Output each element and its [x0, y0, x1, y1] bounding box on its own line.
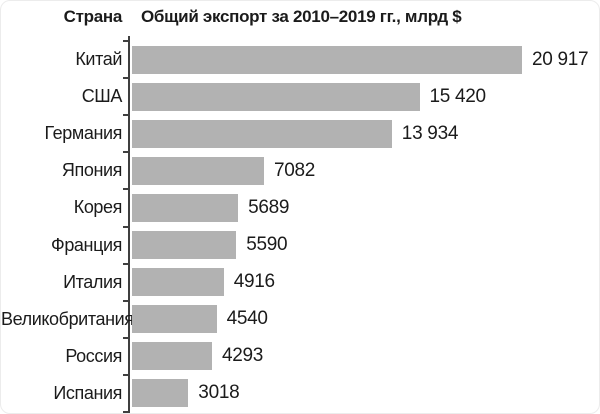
axis-tick	[123, 40, 128, 42]
axis-tick	[123, 225, 128, 228]
axis-tick	[123, 262, 128, 265]
axis-tick	[123, 411, 128, 413]
bar	[132, 305, 217, 334]
bar	[132, 231, 237, 260]
category-label: США	[81, 86, 123, 107]
value-label: 5590	[246, 234, 288, 256]
bar-row: Китай 20 917	[1, 41, 599, 78]
axis-tick	[123, 373, 128, 376]
axis-tick	[123, 299, 128, 302]
value-label: 20 917	[532, 48, 589, 70]
bar-zone: 20 917	[132, 41, 599, 78]
bar-row: Корея 5689	[1, 189, 599, 226]
bar-row: Франция 5590	[1, 226, 599, 263]
bar-zone: 3018	[132, 375, 599, 412]
bar-row: Германия 13 934	[1, 115, 599, 152]
axis-tick	[123, 188, 128, 191]
axis-tick	[123, 336, 128, 339]
category-label: Китай	[75, 49, 122, 70]
bar-row: Япония 7082	[1, 152, 599, 189]
bar-zone: 15 420	[132, 78, 599, 115]
chart-rows: Китай 20 917 США 15 420 Германия 13 934 …	[1, 41, 599, 412]
bar-zone: 5689	[132, 189, 599, 226]
category-label: Япония	[61, 160, 123, 181]
axis-tick	[123, 114, 128, 117]
bar-row: Россия 4293	[1, 338, 599, 375]
axis-tick	[123, 77, 128, 80]
category-label: Великобритания	[1, 308, 134, 329]
bar	[132, 268, 224, 297]
y-axis-title: Страна	[63, 7, 123, 26]
bar	[132, 342, 212, 371]
category-label: Франция	[51, 234, 122, 255]
value-label: 13 934	[401, 122, 459, 144]
bar-row: США 15 420	[1, 78, 599, 115]
value-label: 4293	[222, 345, 264, 367]
chart-title: Общий экспорт за 2010–2019 гг., млрд $	[141, 7, 462, 26]
chart-header: Страна Общий экспорт за 2010–2019 гг., м…	[1, 7, 599, 27]
bar-row: Испания 3018	[1, 375, 599, 412]
value-label: 15 420	[429, 85, 487, 107]
category-label: Корея	[73, 197, 123, 218]
bar-row: Великобритания 4540	[1, 301, 599, 338]
bar-zone: 4916	[132, 264, 599, 301]
category-label: Германия	[44, 123, 123, 144]
bar-zone: 4540	[132, 301, 599, 338]
bar-zone: 4293	[132, 338, 599, 375]
bar-zone: 7082	[132, 152, 599, 189]
axis-tick	[123, 151, 128, 154]
value-label: 7082	[274, 159, 316, 181]
category-label: Россия	[65, 345, 122, 366]
y-axis-line	[128, 36, 130, 413]
bar-row: Италия 4916	[1, 264, 599, 301]
bar	[132, 45, 522, 74]
value-label: 4540	[226, 308, 268, 330]
bar	[132, 156, 264, 185]
value-label: 4916	[233, 271, 275, 293]
category-label: Италия	[63, 271, 122, 292]
category-label: Испания	[53, 382, 122, 403]
bar	[132, 119, 392, 148]
value-label: 3018	[198, 382, 240, 404]
value-label: 5689	[248, 196, 290, 218]
bar	[132, 379, 189, 408]
plot-area: Китай 20 917 США 15 420 Германия 13 934 …	[1, 36, 599, 413]
bar-zone: 5590	[132, 226, 599, 263]
bar	[132, 82, 420, 111]
bar	[132, 193, 239, 222]
bar-zone: 13 934	[132, 115, 599, 152]
